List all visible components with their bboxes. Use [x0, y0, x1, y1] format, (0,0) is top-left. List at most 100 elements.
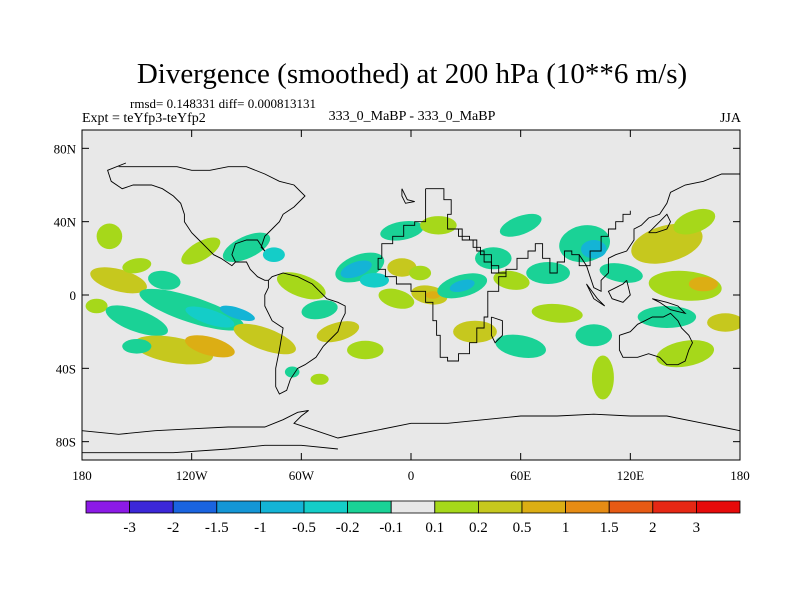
divergence-blob-28: [380, 220, 424, 241]
divergence-blob-34: [493, 270, 530, 290]
divergence-blob-48: [637, 306, 697, 328]
colorbar-swatch-13: [652, 500, 697, 514]
stats-line: rmsd= 0.148331 diff= 0.000813131: [130, 96, 316, 111]
divergence-blob-24: [409, 265, 432, 281]
coastline-6: [607, 279, 631, 303]
colorbar-swatch-4: [259, 500, 305, 514]
colorbar-swatch-2: [172, 500, 218, 514]
colorbar-label: 1: [562, 520, 570, 536]
colorbar-swatch-1: [129, 500, 174, 514]
divergence-blob-52: [310, 373, 329, 385]
experiment-label: Expt = teYfp3-teYfp2: [82, 111, 206, 126]
colorbar-swatch-12: [608, 500, 654, 514]
divergence-blob-8: [105, 305, 168, 336]
colorbar-swatch-8: [434, 500, 479, 514]
divergence-blob-43: [453, 320, 497, 343]
coastlines: [82, 162, 740, 454]
divergence-blob-44: [495, 334, 546, 359]
divergence-blob-7: [262, 247, 285, 262]
coastline-0: [425, 188, 631, 274]
colorbar: -3 -2 -1.5 -1 -0.5 -0.2 -0.1 0.1 0.2 0.5 1 1.5 2 3: [85, 500, 741, 536]
colorbar-label: 2: [649, 520, 657, 536]
axes: 180 120W 60W 0 60E 120E 180 80N 40N 0 40S 80S: [54, 130, 750, 483]
colorbar-swatch-10: [521, 500, 566, 514]
colorbar-swatch-7: [390, 500, 436, 514]
divergence-blob-15: [122, 339, 152, 354]
coastline-11: [401, 188, 415, 204]
colorbar-swatch-14: [696, 500, 741, 514]
divergence-blob-25: [378, 288, 415, 309]
colorbar-label: 0.2: [469, 520, 488, 536]
colorbar-label: 3: [693, 520, 701, 536]
divergence-blob-16: [276, 272, 326, 300]
y-tick-label: 40S: [56, 361, 76, 376]
x-tick-label: 120E: [617, 468, 645, 483]
colorbar-label: -1.5: [205, 520, 229, 536]
colorbar-swatch-9: [477, 500, 523, 514]
colorbar-label: 1.5: [600, 520, 619, 536]
divergence-blob-37: [581, 240, 607, 259]
x-tick-label: 180: [730, 468, 750, 483]
y-tick-label: 40N: [54, 215, 77, 230]
y-tick-label: 0: [70, 288, 77, 303]
colorbar-label: -0.2: [336, 520, 360, 536]
divergence-blob-27: [425, 291, 441, 299]
colorbar-swatch-5: [303, 500, 348, 514]
coastline-3: [264, 272, 346, 395]
coastline-4: [578, 173, 740, 293]
divergence-blob-51: [284, 366, 300, 378]
divergence-blob-17: [301, 300, 338, 320]
divergence-blob-4: [148, 270, 181, 290]
divergence-blob-10: [185, 306, 235, 328]
colorbar-label: -1: [254, 520, 267, 536]
divergence-blob-5: [181, 237, 221, 265]
divergence-blob-1: [85, 298, 108, 314]
y-tick-label: 80S: [56, 435, 76, 450]
divergence-blob-19: [340, 260, 372, 279]
chart-title: Divergence (smoothed) at 200 hPa (10**6 …: [137, 58, 687, 90]
divergence-blob-45: [531, 303, 583, 323]
colorbar-label: -2: [167, 520, 180, 536]
divergence-blob-3: [122, 258, 152, 274]
x-tick-label: 180: [72, 468, 92, 483]
colorbar-swatch-6: [347, 500, 392, 514]
divergence-blob-11: [219, 305, 255, 322]
divergence-blob-6: [222, 232, 271, 263]
divergence-blob-46: [575, 324, 613, 347]
divergence-blob-0: [96, 223, 123, 250]
coastline-8: [652, 298, 687, 315]
coastline-2: [118, 166, 306, 281]
x-tick-label: 0: [408, 468, 415, 483]
coastline-14: [107, 162, 236, 267]
x-tick-label: 60E: [510, 468, 531, 483]
divergence-blob-42: [673, 208, 716, 235]
divergence-blob-31: [449, 279, 475, 293]
colorbar-label: 0.5: [513, 520, 532, 536]
divergence-blob-22: [347, 340, 384, 360]
divergence-blob-47: [591, 355, 614, 400]
divergence-blob-20: [359, 273, 389, 288]
coastline-7: [586, 283, 606, 307]
coastline-5: [618, 312, 694, 366]
x-tick-label: 60W: [289, 468, 315, 483]
colorbar-swatch-0: [85, 500, 130, 514]
coastline-12: [648, 213, 672, 234]
divergence-blob-2: [90, 267, 147, 294]
coastline-9: [82, 410, 740, 439]
season-label: JJA: [720, 111, 742, 126]
case-label: 333_0_MaBP - 333_0_MaBP: [329, 109, 496, 124]
divergence-blob-38: [599, 263, 643, 283]
divergence-blob-13: [185, 335, 235, 358]
divergence-blob-35: [526, 262, 570, 284]
divergence-blob-49: [656, 340, 715, 368]
colorbar-label: 0.1: [425, 520, 444, 536]
coastline-10: [82, 444, 338, 454]
x-tick-label: 120W: [176, 468, 209, 483]
colorbar-label: -3: [123, 520, 136, 536]
divergence-blob-41: [688, 276, 719, 292]
colorbar-swatch-11: [565, 500, 610, 514]
colorbar-swatch-3: [216, 500, 261, 514]
divergence-field: [85, 208, 740, 400]
divergence-blob-33: [499, 213, 542, 237]
